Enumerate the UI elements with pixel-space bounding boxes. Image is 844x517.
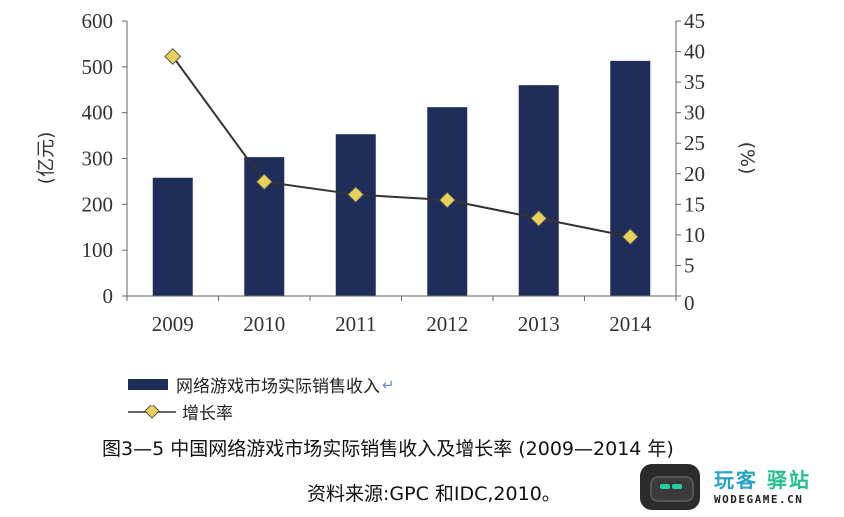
left-tick-label: 0 — [103, 284, 114, 308]
x-tick-label: 2012 — [426, 312, 468, 336]
gamepad-robot-icon — [640, 464, 700, 510]
chart-svg: 0 100 200 300 400 500 600 0 5 10 15 20 25 30 35 40 45 200… — [35, 9, 758, 336]
right-tick-label: 20 — [684, 162, 705, 186]
left-tick-label: 100 — [82, 238, 114, 262]
revenue-bar — [518, 85, 559, 297]
left-tick-label: 200 — [82, 192, 114, 216]
right-tick-label: 25 — [684, 131, 705, 155]
growth-point — [438, 191, 456, 209]
x-tick-label: 2013 — [518, 312, 560, 336]
x-tick-label: 2009 — [152, 312, 194, 336]
right-tick-label: 0 — [684, 291, 695, 315]
growth-point — [164, 47, 182, 65]
legend-line-swatch — [128, 404, 176, 419]
legend-item-revenue: 网络游戏市场实际销售收入 ↵ — [128, 372, 395, 397]
right-tick-label: 15 — [684, 192, 705, 216]
figure-caption: 图3—5 中国网络游戏市场实际销售收入及增长率 (2009—2014 年) — [102, 438, 674, 460]
source-note: 资料来源:GPC 和IDC,2010。 — [307, 483, 561, 505]
right-tick-label: 30 — [684, 101, 705, 125]
axes: 0 100 200 300 400 500 600 0 5 10 15 20 25 30 35 40 45 200… — [82, 9, 706, 336]
right-tick-label: 40 — [684, 40, 705, 64]
watermark-logo: 玩客 驿站 WODEGAME.CN — [640, 462, 840, 514]
revenue-bar — [335, 134, 376, 296]
legend-revenue-label: 网络游戏市场实际销售收入 — [176, 377, 380, 397]
right-tick-label: 10 — [684, 223, 705, 247]
right-tick-label: 5 — [684, 253, 695, 277]
growth-point — [255, 173, 273, 191]
legend-bar-swatch — [128, 379, 168, 390]
growth-line — [171, 55, 631, 238]
x-tick-label: 2011 — [335, 312, 376, 336]
revenue-bar — [610, 60, 651, 296]
growth-point — [621, 228, 639, 246]
right-tick-label: 45 — [684, 9, 705, 33]
right-axis-unit: (%) — [736, 142, 758, 175]
legend-growth-label: 增长率 — [182, 404, 233, 424]
right-tick-label: 35 — [684, 70, 705, 94]
growth-point — [347, 186, 365, 204]
left-tick-label: 400 — [82, 101, 114, 125]
left-tick-label: 300 — [82, 147, 114, 171]
bar-series — [152, 60, 651, 297]
watermark-subtitle: WODEGAME.CN — [714, 493, 804, 506]
revenue-bar — [152, 177, 193, 296]
left-tick-label: 500 — [82, 55, 114, 79]
growth-point — [530, 209, 548, 227]
left-axis-unit: (亿元) — [35, 132, 57, 185]
x-tick-label: 2014 — [609, 312, 652, 336]
left-tick-label: 600 — [82, 9, 114, 33]
watermark-title: 玩客 驿站 — [714, 468, 811, 492]
return-arrow-icon: ↵ — [382, 375, 395, 394]
legend-item-growth: 增长率 — [128, 399, 233, 424]
x-tick-label: 2010 — [243, 312, 285, 336]
growth-line-series — [164, 47, 639, 246]
